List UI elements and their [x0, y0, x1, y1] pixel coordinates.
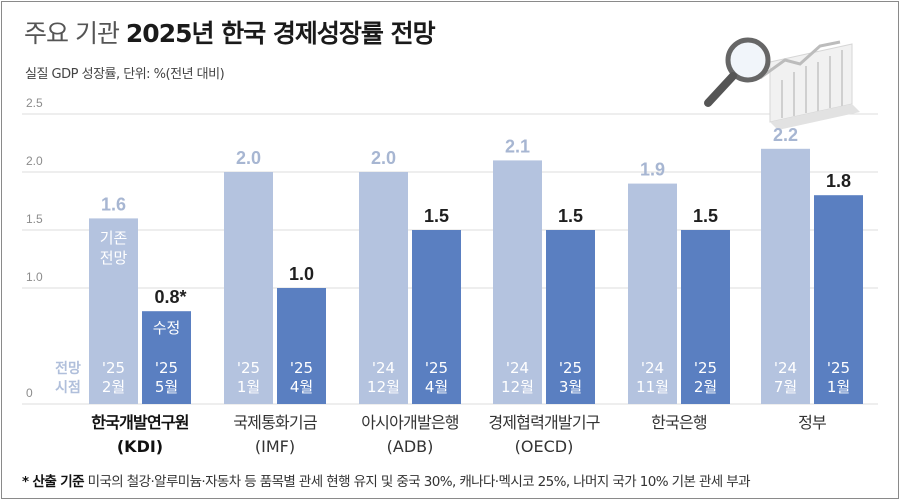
bar-base — [628, 183, 677, 404]
y-tick-label: 2.0 — [26, 154, 43, 168]
bar-revised — [681, 230, 730, 404]
date-label-revised: '25 — [827, 359, 850, 377]
value-label-revised: 0.8* — [154, 287, 186, 307]
value-label-base: 2.0 — [371, 148, 396, 168]
chart-title: 주요 기관 2025년 한국 경제성장률 전망 — [24, 14, 436, 50]
forecast-period-label: 시점 — [55, 379, 81, 396]
value-label-revised: 1.5 — [693, 206, 718, 226]
category-label-sub: (ADB) — [387, 437, 434, 456]
date-label-revised: '25 — [559, 359, 582, 377]
bar-revised — [546, 230, 595, 404]
date-label-revised: '25 — [694, 359, 717, 377]
y-tick-label: 0 — [26, 386, 33, 400]
y-tick-label: 1.0 — [26, 270, 43, 284]
category-label: 국제통화기금 — [233, 413, 317, 432]
date-label-base: 7월 — [774, 378, 797, 396]
bar-base — [761, 148, 810, 404]
value-label-base: 2.1 — [505, 136, 530, 156]
date-label-base: 12월 — [501, 378, 534, 396]
category-label: 한국개발연구원 — [91, 413, 189, 432]
bar-revised — [277, 288, 326, 404]
value-label-revised: 1.0 — [289, 264, 314, 284]
forecast-period-label: 전망 — [55, 360, 81, 377]
date-label-base: '24 — [506, 359, 529, 377]
value-label-base: 2.2 — [773, 125, 798, 145]
category-label: 한국은행 — [651, 413, 707, 432]
category-label: 정부 — [798, 413, 826, 432]
bar-base — [493, 160, 542, 404]
category-label-sub: (KDI) — [117, 437, 163, 456]
date-label-base: '24 — [372, 359, 395, 377]
legend-base-label: 전망 — [100, 249, 128, 267]
date-label-revised: 3월 — [559, 378, 582, 396]
date-label-base: 2월 — [102, 378, 125, 396]
category-label: 아시아개발은행 — [361, 413, 459, 432]
value-label-revised: 1.8 — [826, 171, 851, 191]
category-label-sub: (IMF) — [255, 437, 295, 456]
footnote-prefix: * 산출 기준 — [22, 474, 85, 490]
date-label-revised: '25 — [425, 359, 448, 377]
bar-revised — [814, 195, 863, 404]
bar-base — [89, 218, 138, 404]
bar-base — [359, 172, 408, 404]
date-label-revised: '25 — [290, 359, 313, 377]
value-label-revised: 1.5 — [558, 206, 583, 226]
date-label-revised: '25 — [155, 359, 178, 377]
value-label-revised: 1.5 — [424, 206, 449, 226]
date-label-revised: 4월 — [425, 378, 448, 396]
date-label-base: 12월 — [367, 378, 400, 396]
bar-revised — [142, 311, 191, 404]
date-label-base: '24 — [641, 359, 664, 377]
date-label-revised: 1월 — [827, 378, 850, 396]
value-label-base: 2.0 — [236, 148, 261, 168]
value-label-base: 1.6 — [101, 194, 126, 214]
footnote-text: 미국의 철강·알루미늄·자동차 등 품목별 관세 현행 유지 및 중국 30%,… — [87, 474, 751, 490]
footnote: * 산출 기준 미국의 철강·알루미늄·자동차 등 품목별 관세 현행 유지 및… — [22, 470, 751, 490]
date-label-base: 11월 — [636, 378, 669, 396]
y-tick-label: 1.5 — [26, 212, 43, 226]
legend-revised-label: 수정 — [153, 319, 181, 337]
date-label-base: '25 — [102, 359, 125, 377]
chart-subtitle: 실질 GDP 성장률, 단위: %(전년 대비) — [25, 67, 225, 82]
date-label-base: '25 — [237, 359, 260, 377]
date-label-revised: 2월 — [694, 378, 717, 396]
date-label-base: 1월 — [237, 378, 260, 396]
date-label-base: '24 — [774, 359, 797, 377]
y-tick-label: 2.5 — [26, 96, 43, 110]
bar-base — [224, 172, 273, 404]
date-label-revised: 5월 — [155, 378, 178, 396]
title-main: 2025년 한국 경제성장률 전망 — [125, 19, 436, 48]
bar-revised — [412, 230, 461, 404]
value-label-base: 1.9 — [640, 160, 665, 180]
legend-base-label: 기존 — [100, 229, 128, 247]
magnifier-chart-icon — [704, 37, 860, 130]
category-label: 경제협력개발기구 — [488, 413, 599, 432]
category-label-sub: (OECD) — [515, 437, 574, 456]
title-prefix: 주요 기관 — [24, 19, 120, 48]
date-label-revised: 4월 — [290, 378, 313, 396]
